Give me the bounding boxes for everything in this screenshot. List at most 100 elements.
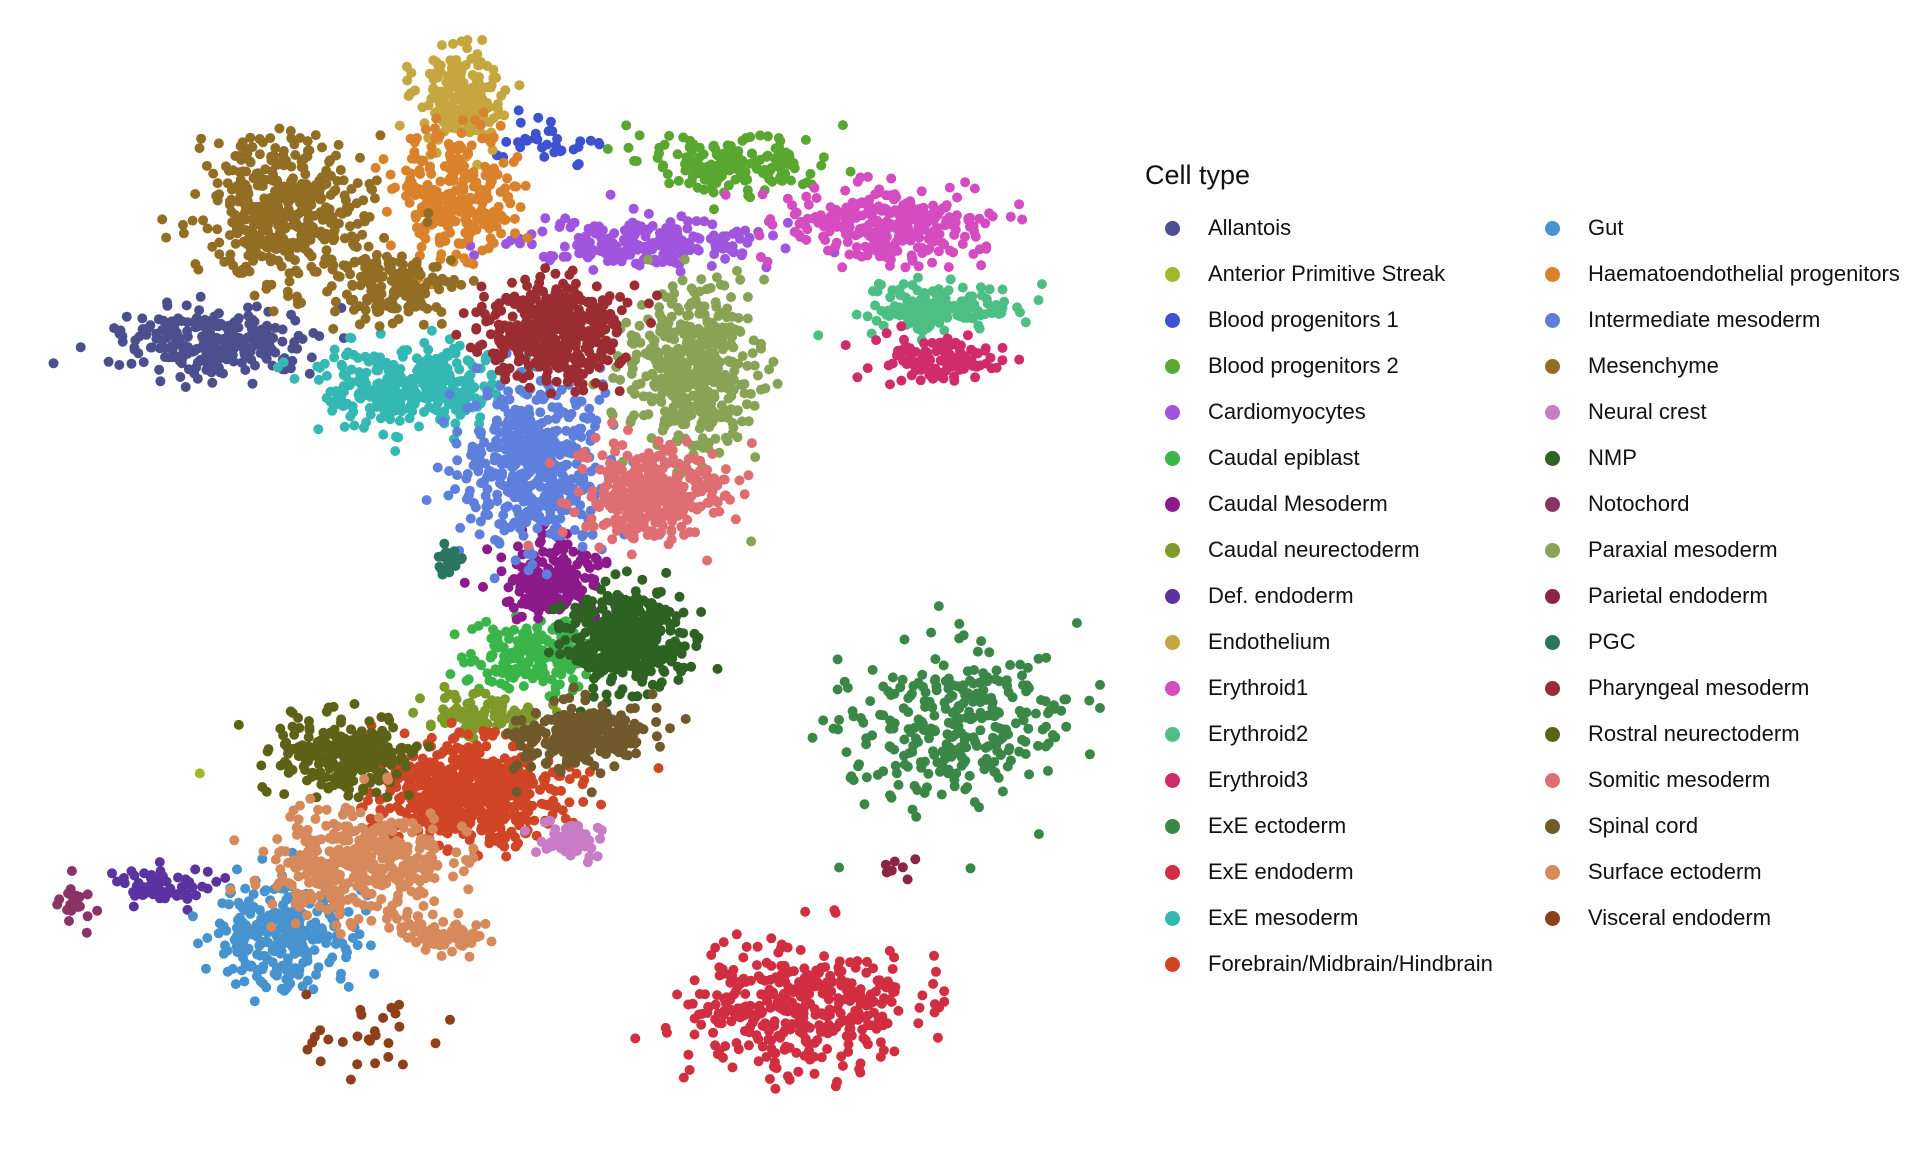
scatter-point (718, 148, 729, 159)
scatter-point (791, 207, 802, 218)
scatter-point (842, 682, 853, 693)
scatter-point (889, 194, 899, 205)
scatter-point (179, 880, 190, 891)
series-caudal-mesoderm (459, 519, 623, 625)
scatter-point (709, 204, 719, 215)
scatter-point (503, 430, 514, 441)
scatter-point (691, 216, 702, 227)
scatter-point (563, 412, 574, 423)
scatter-point (956, 750, 966, 761)
scatter-point (518, 681, 529, 692)
scatter-point (872, 975, 883, 986)
scatter-point (572, 590, 583, 601)
scatter-point (281, 983, 292, 994)
scatter-point (443, 138, 454, 149)
scatter-point (443, 781, 453, 792)
scatter-point (431, 113, 442, 124)
scatter-point (529, 815, 540, 826)
scatter-point (882, 976, 893, 987)
scatter-point (871, 335, 882, 346)
scatter-point (682, 223, 693, 234)
scatter-point (267, 957, 278, 968)
scatter-point (720, 240, 731, 251)
scatter-point (521, 417, 532, 428)
scatter-point (562, 539, 573, 550)
scatter-point (694, 152, 705, 163)
scatter-point (997, 355, 1008, 366)
scatter-point (980, 343, 991, 354)
scatter-point (175, 372, 186, 382)
scatter-point (989, 766, 1000, 777)
scatter-point (192, 357, 203, 368)
scatter-point (874, 184, 885, 195)
series-exe-endoderm (630, 905, 950, 1094)
scatter-point (490, 835, 501, 846)
scatter-point (861, 772, 872, 783)
scatter-point (552, 133, 563, 144)
scatter-point (298, 957, 309, 968)
scatter-point (385, 397, 396, 408)
scatter-point (385, 240, 396, 251)
scatter-point (971, 741, 982, 751)
scatter-point (545, 528, 556, 539)
scatter-point (891, 237, 902, 248)
scatter-point (740, 976, 751, 987)
scatter-point (559, 484, 569, 495)
scatter-point (291, 938, 302, 949)
scatter-point (187, 911, 198, 922)
scatter-point (525, 463, 536, 474)
scatter-point (859, 799, 870, 810)
scatter-point (766, 933, 777, 944)
scatter-point (286, 309, 297, 320)
scatter-point (488, 132, 499, 143)
scatter-point (844, 249, 855, 260)
scatter-point (444, 389, 455, 400)
scatter-point (840, 213, 851, 224)
scatter-point (573, 142, 584, 152)
scatter-point (495, 678, 506, 689)
scatter-point (426, 732, 437, 743)
scatter-point (499, 525, 510, 536)
scatter-point (1015, 307, 1025, 318)
scatter-point (897, 674, 908, 685)
scatter-point (693, 1009, 704, 1020)
scatter-point (887, 672, 898, 683)
scatter-point (375, 413, 386, 424)
scatter-point (281, 974, 292, 985)
scatter-point (907, 254, 918, 264)
scatter-point (201, 364, 212, 375)
scatter-point (811, 970, 822, 980)
scatter-point (443, 795, 454, 806)
scatter-point (939, 986, 950, 997)
scatter-point (509, 624, 520, 635)
scatter-point (654, 142, 665, 153)
scatter-point (456, 36, 467, 47)
scatter-point (924, 696, 935, 707)
scatter-point (845, 166, 856, 177)
scatter-point (410, 209, 421, 220)
scatter-point (769, 1016, 780, 1027)
scatter-point (975, 310, 986, 321)
scatter-point (960, 784, 971, 795)
scatter-point (491, 72, 502, 83)
scatter-point (850, 962, 861, 973)
scatter-point (744, 1027, 755, 1038)
scatter-point (831, 213, 842, 224)
scatter-point (884, 741, 895, 752)
scatter-point (436, 748, 447, 759)
scatter-point (200, 322, 211, 333)
scatter-point (496, 90, 507, 101)
scatter-point (851, 212, 862, 223)
scatter-point (428, 55, 439, 66)
scatter-point (462, 147, 473, 158)
scatter-point (520, 180, 531, 191)
scatter-point (818, 715, 829, 726)
scatter-point (691, 243, 702, 254)
scatter-point (896, 345, 907, 356)
scatter-point (485, 442, 496, 453)
scatter-point (512, 152, 523, 162)
scatter-point (573, 159, 584, 169)
scatter-point (194, 305, 205, 316)
scatter-point (841, 977, 852, 988)
scatter-point (274, 123, 285, 134)
